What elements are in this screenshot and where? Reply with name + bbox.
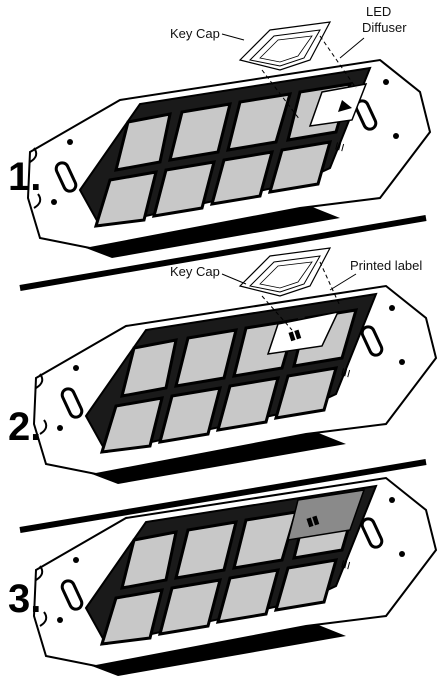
step-number: 2. [8,405,41,449]
callout-printed-label: Printed label [350,258,422,273]
svg-text:▮▮: ▮▮ [287,328,302,343]
step-number: 3. [8,577,41,621]
divider [19,215,427,291]
panel-1: Key Cap LED Diffuser 1. [8,4,432,260]
key-cap-icon [239,21,331,71]
callout-led-line2: Diffuser [362,20,407,35]
key-cap-icon [239,247,331,297]
panel-3: ▮▮ 3. [8,476,438,676]
panel-2: ▮▮ Key Cap Printed label 2. [8,247,438,486]
svg-text:▮▮: ▮▮ [305,514,320,529]
mounting-plate-icon [32,476,438,676]
callout-led-line1: LED [366,4,391,19]
installed-key-cap-icon [286,489,366,541]
mounting-plate-icon [32,284,438,486]
divider [19,459,427,533]
callout-key-cap: Key Cap [170,26,220,41]
led-diffuser-icon [308,83,368,127]
step-number: 1. [8,155,41,199]
callout-key-cap: Key Cap [170,264,220,279]
